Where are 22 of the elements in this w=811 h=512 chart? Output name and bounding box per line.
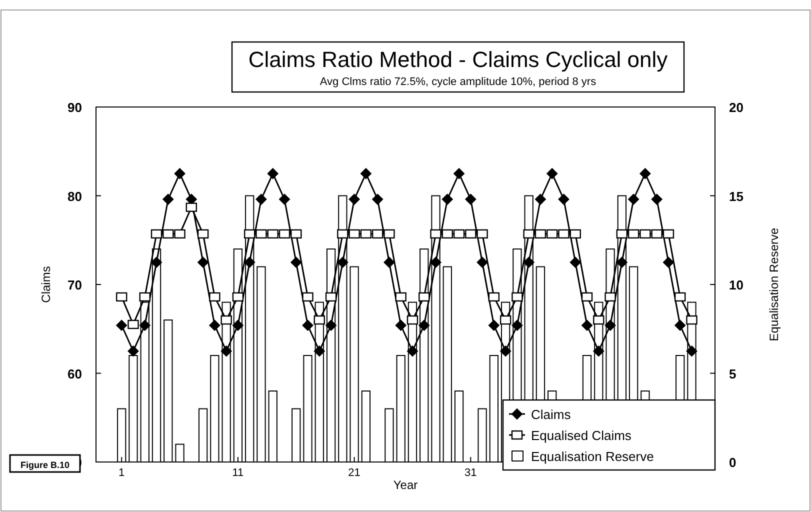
y-tick-label: 80 — [68, 188, 82, 204]
legend-label: Equalised Claims — [531, 428, 632, 443]
chart-title: Claims Ratio Method - Claims Cyclical only — [248, 47, 668, 72]
x-tick-label: 31 — [464, 467, 477, 479]
y-tick-label: 60 — [68, 366, 82, 382]
legend-label: Claims — [531, 407, 572, 422]
chart-subtitle: Avg Clms ratio 72.5%, cycle amplitude 10%, period 8 yrs — [320, 76, 597, 88]
y2-tick-label: 15 — [729, 188, 744, 204]
y-axis-title: Claims — [39, 266, 53, 303]
y-tick-label: 70 — [68, 278, 82, 292]
text: Figure B.10 — [20, 460, 70, 470]
y2-tick-label: 10 — [729, 278, 744, 292]
x-tick-label: 21 — [348, 467, 360, 479]
y2-tick-label: 20 — [729, 100, 744, 115]
y2-axis-title: Equalisation Reserve — [767, 227, 781, 342]
x-tick-label: 1 — [118, 467, 125, 479]
x-tick-label: 11 — [232, 467, 244, 479]
x-axis-title: Year — [393, 478, 418, 492]
legend-label: Equalisation Reserve — [531, 449, 654, 464]
y2-tick-label: 0 — [729, 455, 736, 470]
y-tick-label: 90 — [68, 100, 82, 115]
y2-tick-label: 5 — [729, 366, 736, 382]
